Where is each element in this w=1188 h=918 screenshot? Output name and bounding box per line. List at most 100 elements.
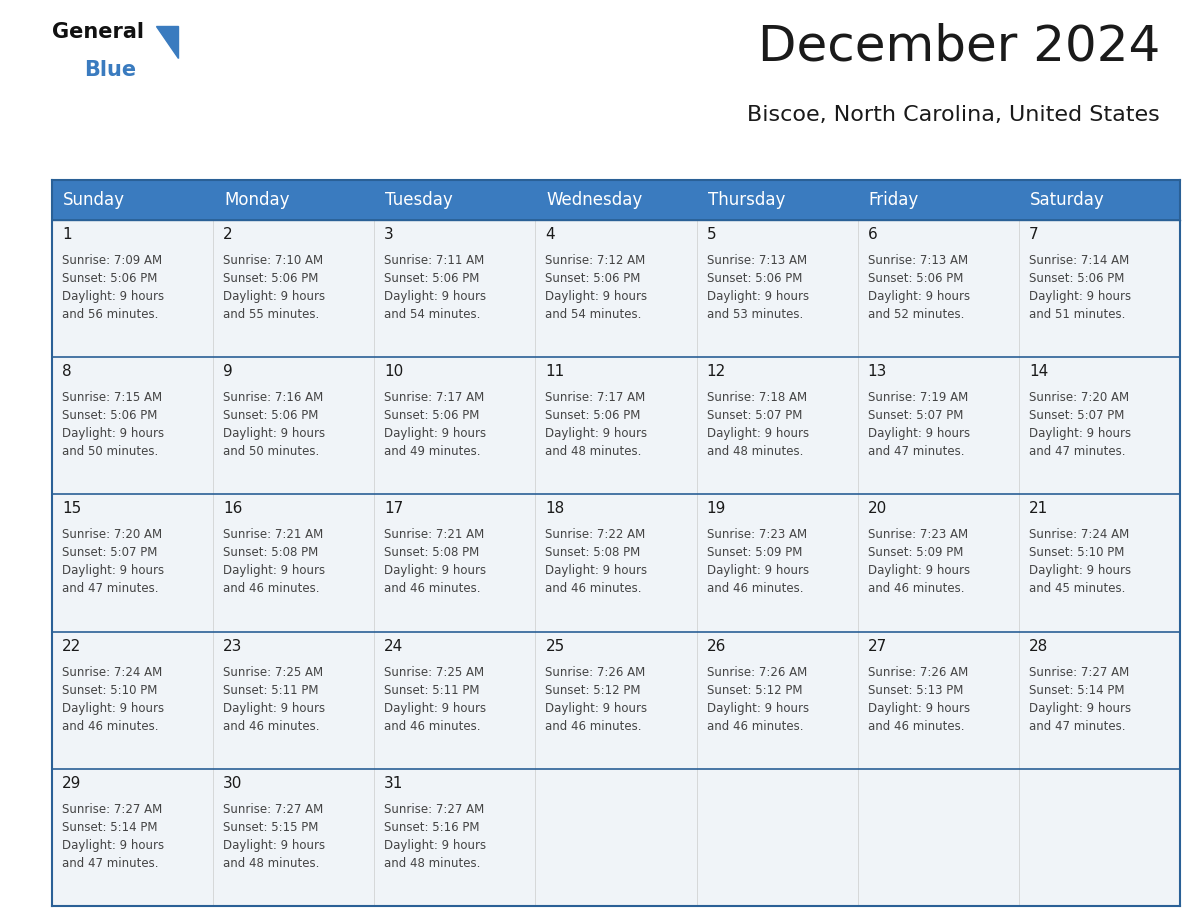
Text: 7: 7 bbox=[1029, 227, 1038, 242]
Bar bbox=[536, 357, 696, 495]
Text: Sunrise: 7:13 AM
Sunset: 5:06 PM
Daylight: 9 hours
and 52 minutes.: Sunrise: 7:13 AM Sunset: 5:06 PM Dayligh… bbox=[867, 254, 969, 321]
Text: Sunrise: 7:17 AM
Sunset: 5:06 PM
Daylight: 9 hours
and 49 minutes.: Sunrise: 7:17 AM Sunset: 5:06 PM Dayligh… bbox=[384, 391, 486, 458]
Text: Sunrise: 7:24 AM
Sunset: 5:10 PM
Daylight: 9 hours
and 46 minutes.: Sunrise: 7:24 AM Sunset: 5:10 PM Dayligh… bbox=[62, 666, 164, 733]
Polygon shape bbox=[156, 26, 178, 58]
Text: Sunrise: 7:26 AM
Sunset: 5:12 PM
Daylight: 9 hours
and 46 minutes.: Sunrise: 7:26 AM Sunset: 5:12 PM Dayligh… bbox=[707, 666, 809, 733]
Bar bbox=[1019, 768, 1180, 906]
Bar bbox=[858, 768, 1019, 906]
Text: Sunrise: 7:19 AM
Sunset: 5:07 PM
Daylight: 9 hours
and 47 minutes.: Sunrise: 7:19 AM Sunset: 5:07 PM Dayligh… bbox=[867, 391, 969, 458]
Text: 23: 23 bbox=[223, 639, 242, 654]
Text: Thursday: Thursday bbox=[708, 191, 785, 209]
Bar bbox=[52, 357, 213, 495]
Text: Sunrise: 7:27 AM
Sunset: 5:14 PM
Daylight: 9 hours
and 47 minutes.: Sunrise: 7:27 AM Sunset: 5:14 PM Dayligh… bbox=[1029, 666, 1131, 733]
Text: 30: 30 bbox=[223, 776, 242, 790]
Text: 31: 31 bbox=[384, 776, 404, 790]
Text: Sunrise: 7:27 AM
Sunset: 5:16 PM
Daylight: 9 hours
and 48 minutes.: Sunrise: 7:27 AM Sunset: 5:16 PM Dayligh… bbox=[384, 803, 486, 869]
Bar bbox=[696, 495, 858, 632]
Text: Sunrise: 7:20 AM
Sunset: 5:07 PM
Daylight: 9 hours
and 47 minutes.: Sunrise: 7:20 AM Sunset: 5:07 PM Dayligh… bbox=[62, 529, 164, 596]
Text: Sunrise: 7:20 AM
Sunset: 5:07 PM
Daylight: 9 hours
and 47 minutes.: Sunrise: 7:20 AM Sunset: 5:07 PM Dayligh… bbox=[1029, 391, 1131, 458]
Text: December 2024: December 2024 bbox=[758, 22, 1159, 70]
Text: Sunrise: 7:10 AM
Sunset: 5:06 PM
Daylight: 9 hours
and 55 minutes.: Sunrise: 7:10 AM Sunset: 5:06 PM Dayligh… bbox=[223, 254, 326, 321]
Text: 4: 4 bbox=[545, 227, 555, 242]
Text: 17: 17 bbox=[384, 501, 404, 517]
Text: Sunrise: 7:23 AM
Sunset: 5:09 PM
Daylight: 9 hours
and 46 minutes.: Sunrise: 7:23 AM Sunset: 5:09 PM Dayligh… bbox=[707, 529, 809, 596]
Bar bbox=[858, 357, 1019, 495]
Text: Sunrise: 7:18 AM
Sunset: 5:07 PM
Daylight: 9 hours
and 48 minutes.: Sunrise: 7:18 AM Sunset: 5:07 PM Dayligh… bbox=[707, 391, 809, 458]
Text: Sunrise: 7:16 AM
Sunset: 5:06 PM
Daylight: 9 hours
and 50 minutes.: Sunrise: 7:16 AM Sunset: 5:06 PM Dayligh… bbox=[223, 391, 326, 458]
Text: Sunrise: 7:13 AM
Sunset: 5:06 PM
Daylight: 9 hours
and 53 minutes.: Sunrise: 7:13 AM Sunset: 5:06 PM Dayligh… bbox=[707, 254, 809, 321]
Bar bbox=[858, 632, 1019, 768]
Bar bbox=[1019, 180, 1180, 220]
Text: Monday: Monday bbox=[225, 191, 290, 209]
Bar bbox=[858, 180, 1019, 220]
Text: 18: 18 bbox=[545, 501, 564, 517]
Bar bbox=[213, 632, 374, 768]
Text: 16: 16 bbox=[223, 501, 242, 517]
Text: Sunrise: 7:27 AM
Sunset: 5:14 PM
Daylight: 9 hours
and 47 minutes.: Sunrise: 7:27 AM Sunset: 5:14 PM Dayligh… bbox=[62, 803, 164, 869]
Text: Sunrise: 7:27 AM
Sunset: 5:15 PM
Daylight: 9 hours
and 48 minutes.: Sunrise: 7:27 AM Sunset: 5:15 PM Dayligh… bbox=[223, 803, 326, 869]
Bar bbox=[1019, 495, 1180, 632]
Bar bbox=[858, 220, 1019, 357]
Text: Sunrise: 7:12 AM
Sunset: 5:06 PM
Daylight: 9 hours
and 54 minutes.: Sunrise: 7:12 AM Sunset: 5:06 PM Dayligh… bbox=[545, 254, 647, 321]
Text: 28: 28 bbox=[1029, 639, 1048, 654]
Text: Saturday: Saturday bbox=[1030, 191, 1105, 209]
Bar bbox=[52, 180, 213, 220]
Text: 21: 21 bbox=[1029, 501, 1048, 517]
Text: Sunrise: 7:26 AM
Sunset: 5:13 PM
Daylight: 9 hours
and 46 minutes.: Sunrise: 7:26 AM Sunset: 5:13 PM Dayligh… bbox=[867, 666, 969, 733]
Bar bbox=[696, 180, 858, 220]
Text: 22: 22 bbox=[62, 639, 81, 654]
Text: 12: 12 bbox=[707, 364, 726, 379]
Bar bbox=[536, 220, 696, 357]
Text: 24: 24 bbox=[384, 639, 404, 654]
Text: 26: 26 bbox=[707, 639, 726, 654]
Bar bbox=[536, 495, 696, 632]
Bar bbox=[374, 768, 536, 906]
Bar bbox=[696, 768, 858, 906]
Bar bbox=[52, 495, 213, 632]
Bar bbox=[213, 357, 374, 495]
Text: 2: 2 bbox=[223, 227, 233, 242]
Text: Wednesday: Wednesday bbox=[546, 191, 643, 209]
Bar bbox=[374, 632, 536, 768]
Bar bbox=[52, 768, 213, 906]
Bar bbox=[374, 357, 536, 495]
Text: 9: 9 bbox=[223, 364, 233, 379]
Text: 3: 3 bbox=[384, 227, 394, 242]
Bar bbox=[52, 632, 213, 768]
Bar bbox=[696, 632, 858, 768]
Text: Sunrise: 7:25 AM
Sunset: 5:11 PM
Daylight: 9 hours
and 46 minutes.: Sunrise: 7:25 AM Sunset: 5:11 PM Dayligh… bbox=[384, 666, 486, 733]
Text: 10: 10 bbox=[384, 364, 404, 379]
Text: Sunrise: 7:21 AM
Sunset: 5:08 PM
Daylight: 9 hours
and 46 minutes.: Sunrise: 7:21 AM Sunset: 5:08 PM Dayligh… bbox=[384, 529, 486, 596]
Text: Sunrise: 7:09 AM
Sunset: 5:06 PM
Daylight: 9 hours
and 56 minutes.: Sunrise: 7:09 AM Sunset: 5:06 PM Dayligh… bbox=[62, 254, 164, 321]
Bar bbox=[1019, 357, 1180, 495]
Text: 13: 13 bbox=[867, 364, 887, 379]
Text: Sunrise: 7:24 AM
Sunset: 5:10 PM
Daylight: 9 hours
and 45 minutes.: Sunrise: 7:24 AM Sunset: 5:10 PM Dayligh… bbox=[1029, 529, 1131, 596]
Text: 20: 20 bbox=[867, 501, 887, 517]
Text: Sunrise: 7:22 AM
Sunset: 5:08 PM
Daylight: 9 hours
and 46 minutes.: Sunrise: 7:22 AM Sunset: 5:08 PM Dayligh… bbox=[545, 529, 647, 596]
Bar bbox=[696, 357, 858, 495]
Bar bbox=[213, 220, 374, 357]
Text: Sunday: Sunday bbox=[63, 191, 125, 209]
Text: 14: 14 bbox=[1029, 364, 1048, 379]
Bar bbox=[374, 180, 536, 220]
Bar bbox=[696, 220, 858, 357]
Bar bbox=[1019, 632, 1180, 768]
Text: 5: 5 bbox=[707, 227, 716, 242]
Text: Sunrise: 7:21 AM
Sunset: 5:08 PM
Daylight: 9 hours
and 46 minutes.: Sunrise: 7:21 AM Sunset: 5:08 PM Dayligh… bbox=[223, 529, 326, 596]
Bar bbox=[52, 220, 213, 357]
Text: Tuesday: Tuesday bbox=[385, 191, 453, 209]
Bar bbox=[213, 495, 374, 632]
Text: 27: 27 bbox=[867, 639, 887, 654]
Text: Sunrise: 7:25 AM
Sunset: 5:11 PM
Daylight: 9 hours
and 46 minutes.: Sunrise: 7:25 AM Sunset: 5:11 PM Dayligh… bbox=[223, 666, 326, 733]
Bar bbox=[858, 495, 1019, 632]
Text: 8: 8 bbox=[62, 364, 71, 379]
Text: Biscoe, North Carolina, United States: Biscoe, North Carolina, United States bbox=[747, 105, 1159, 125]
Text: Blue: Blue bbox=[84, 60, 137, 80]
Bar bbox=[536, 180, 696, 220]
Bar bbox=[1019, 220, 1180, 357]
Text: Sunrise: 7:11 AM
Sunset: 5:06 PM
Daylight: 9 hours
and 54 minutes.: Sunrise: 7:11 AM Sunset: 5:06 PM Dayligh… bbox=[384, 254, 486, 321]
Text: 11: 11 bbox=[545, 364, 564, 379]
Text: Sunrise: 7:14 AM
Sunset: 5:06 PM
Daylight: 9 hours
and 51 minutes.: Sunrise: 7:14 AM Sunset: 5:06 PM Dayligh… bbox=[1029, 254, 1131, 321]
Text: 6: 6 bbox=[867, 227, 878, 242]
Text: 15: 15 bbox=[62, 501, 81, 517]
